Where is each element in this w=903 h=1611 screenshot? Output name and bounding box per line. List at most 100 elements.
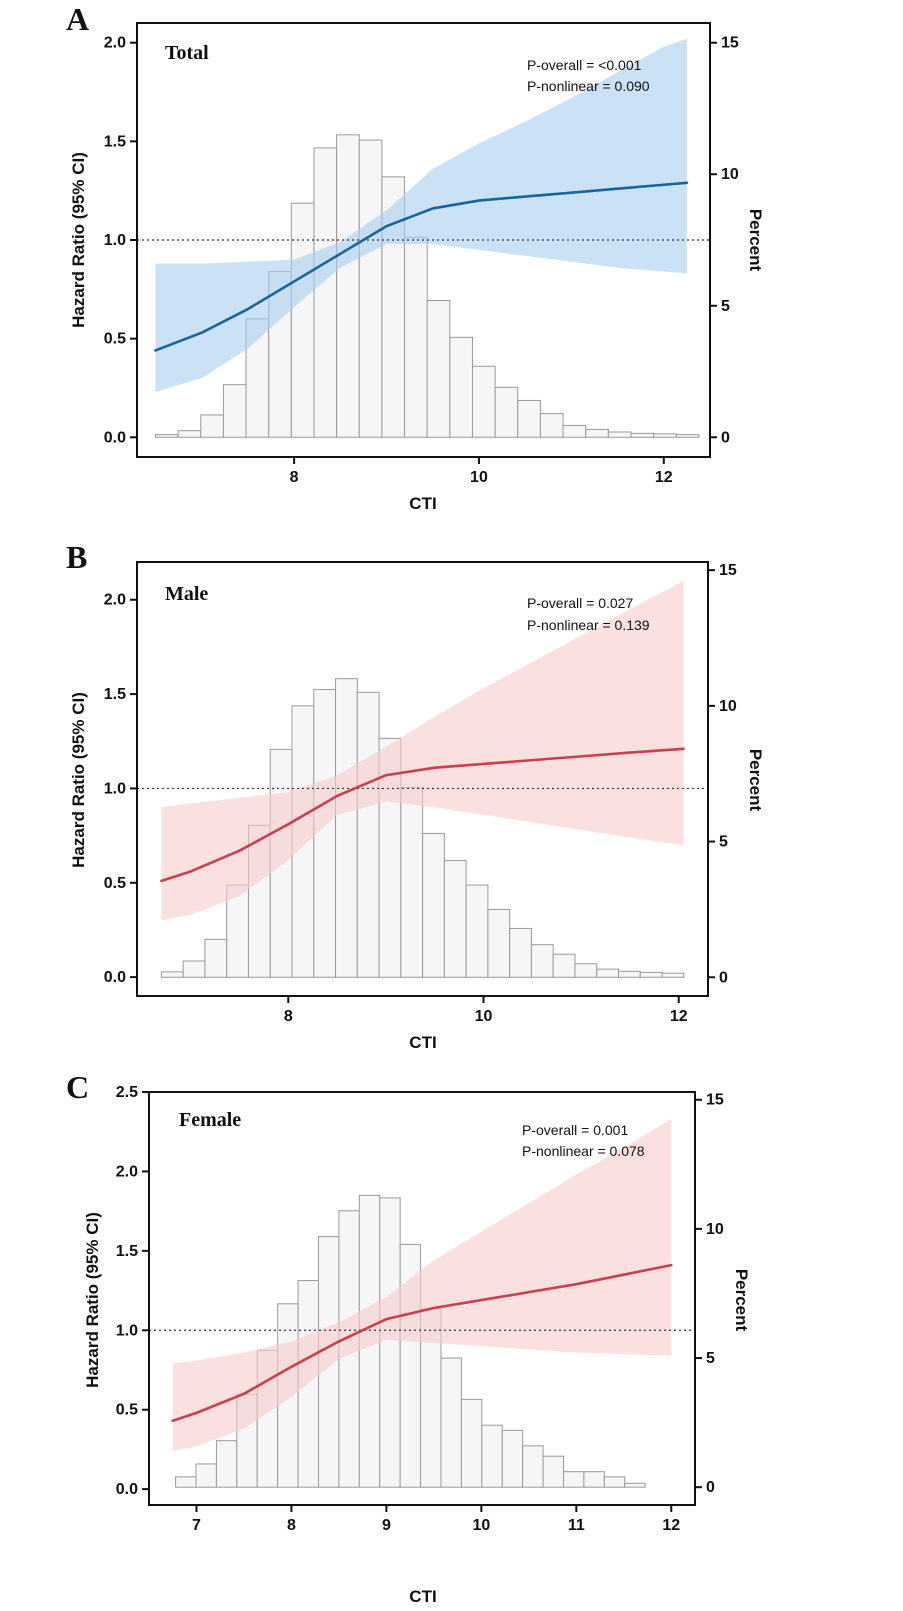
histogram-bar <box>426 300 451 438</box>
histogram-bar <box>562 424 587 438</box>
y-axis-ticks: 0.0 0.5 1.0 1.5 2.0 <box>104 592 137 986</box>
histogram-bar <box>379 1197 401 1488</box>
x-axis-label: CTI <box>409 1033 436 1052</box>
histogram-bar <box>539 413 564 438</box>
hazard-ratio-line <box>160 747 685 883</box>
histogram-bar <box>290 202 315 438</box>
x-tick-label: 10 <box>470 469 488 486</box>
ci-band <box>172 1119 672 1451</box>
y-tick-label: 0.0 <box>104 969 126 986</box>
hazard-curve <box>171 1263 673 1423</box>
histogram-bar <box>200 414 224 438</box>
x-tick-label: 9 <box>382 1517 391 1534</box>
histogram-bar <box>509 927 532 978</box>
histogram-bar <box>494 386 519 438</box>
y-axis-label: Hazard Ratio (95% CI) <box>69 692 88 868</box>
p-overall-annotation: P-overall = <0.001 <box>527 57 642 73</box>
histogram-bar <box>522 1445 544 1488</box>
x-axis-label: CTI <box>409 1587 436 1606</box>
hazard-ratio-line <box>171 1263 673 1423</box>
histogram-bar <box>583 1471 605 1488</box>
y-axis-ticks: 0.0 0.5 1.0 1.5 2.0 <box>104 35 137 446</box>
histogram-bar <box>487 908 511 978</box>
histogram-bar <box>552 953 576 978</box>
p-nonlinear-annotation: P-nonlinear = 0.139 <box>527 617 650 633</box>
panel-letter-c: C <box>66 1069 89 1105</box>
y2-tick-label: 10 <box>719 698 737 715</box>
ci-band-area <box>161 580 684 921</box>
panel-title: Total <box>165 42 209 64</box>
y-tick-label: 0.0 <box>116 1481 138 1498</box>
y-tick-label: 0.5 <box>116 1402 138 1419</box>
y2-tick-label: 15 <box>719 562 737 579</box>
y2-axis-label: Percent <box>732 1269 751 1332</box>
histogram-bar <box>624 1482 646 1488</box>
x-tick-label: 12 <box>670 1008 688 1025</box>
p-nonlinear-annotation: P-nonlinear = 0.078 <box>522 1143 645 1159</box>
y-axis-label: Hazard Ratio (95% CI) <box>69 152 88 328</box>
y-tick-label: 2.0 <box>104 592 126 609</box>
y-axis-label: Hazard Ratio (95% CI) <box>83 1212 102 1388</box>
x-axis-ticks: 8 10 12 <box>290 457 673 486</box>
y2-axis-label: Percent <box>746 209 765 272</box>
histogram-bar <box>358 139 383 438</box>
histogram-bar <box>400 786 424 978</box>
histogram-bar <box>160 971 184 978</box>
histogram-bar <box>653 433 677 438</box>
histogram-bar <box>154 434 179 438</box>
histogram-bar <box>336 134 360 438</box>
histogram-bar <box>639 971 663 978</box>
histogram-bar <box>182 960 206 978</box>
histogram-bar <box>574 963 598 978</box>
y-axis-ticks: 0.0 0.5 1.0 1.5 2.0 2.5 <box>116 1084 149 1498</box>
histogram-bar <box>607 431 632 438</box>
histogram-bar <box>630 432 655 438</box>
y2-tick-label: 10 <box>721 166 739 183</box>
histogram-bar <box>661 972 685 978</box>
y2-tick-label: 10 <box>706 1221 724 1238</box>
plot-frame <box>148 1091 696 1506</box>
y-tick-label: 1.0 <box>104 780 126 797</box>
hazard-curve <box>154 181 689 352</box>
y2-tick-label: 5 <box>721 298 730 315</box>
histogram-bar <box>603 1476 626 1488</box>
p-overall-annotation: P-overall = 0.027 <box>527 595 633 611</box>
x-tick-label: 10 <box>472 1517 490 1534</box>
histogram-bar <box>585 428 609 438</box>
ci-band-area <box>155 38 687 392</box>
y-tick-label: 1.0 <box>104 232 126 249</box>
panel-title: Male <box>165 583 208 605</box>
x-axis-ticks: 7 8 9 10 11 12 <box>192 1505 680 1534</box>
p-overall-annotation: P-overall = 0.001 <box>522 1122 628 1138</box>
y-tick-label: 1.5 <box>104 133 126 150</box>
histogram-bar <box>222 384 247 438</box>
ci-band <box>161 580 684 921</box>
x-tick-label: 8 <box>284 1008 293 1025</box>
y2-tick-label: 15 <box>706 1092 724 1109</box>
histogram-bar <box>449 336 473 438</box>
y-tick-label: 1.0 <box>116 1322 138 1339</box>
histogram-bar <box>215 1440 238 1488</box>
ci-band <box>155 38 687 392</box>
y2-axis-ticks: 0 5 10 15 <box>708 562 737 986</box>
histogram-bar <box>422 832 445 978</box>
histogram-bar <box>465 884 489 978</box>
histogram-bar <box>542 1455 564 1488</box>
panel-letter-b: B <box>66 539 87 575</box>
panel-b: B 0.0 0.5 1.0 1.5 2.0 0 5 10 15 8 10 12 Male P-ov… <box>66 539 765 1052</box>
histogram-bar <box>177 430 202 438</box>
histogram-bar <box>675 434 700 438</box>
plot-frame <box>136 561 709 997</box>
histogram-bar <box>356 691 380 978</box>
histogram-bar <box>335 678 358 978</box>
histogram-bar <box>471 365 496 438</box>
y2-tick-label: 0 <box>721 429 730 446</box>
y2-axis-ticks: 0 5 10 15 <box>710 35 739 446</box>
histogram-bar <box>175 1476 197 1488</box>
y-tick-label: 2.0 <box>104 35 126 52</box>
histogram-bar <box>596 968 619 978</box>
x-tick-label: 11 <box>568 1517 585 1534</box>
panel-c: C 0.0 0.5 1.0 1.5 2.0 2.5 0 5 10 15 7 8 9 10 11 12 Fe… <box>66 1069 751 1606</box>
histogram-bar <box>443 860 467 978</box>
